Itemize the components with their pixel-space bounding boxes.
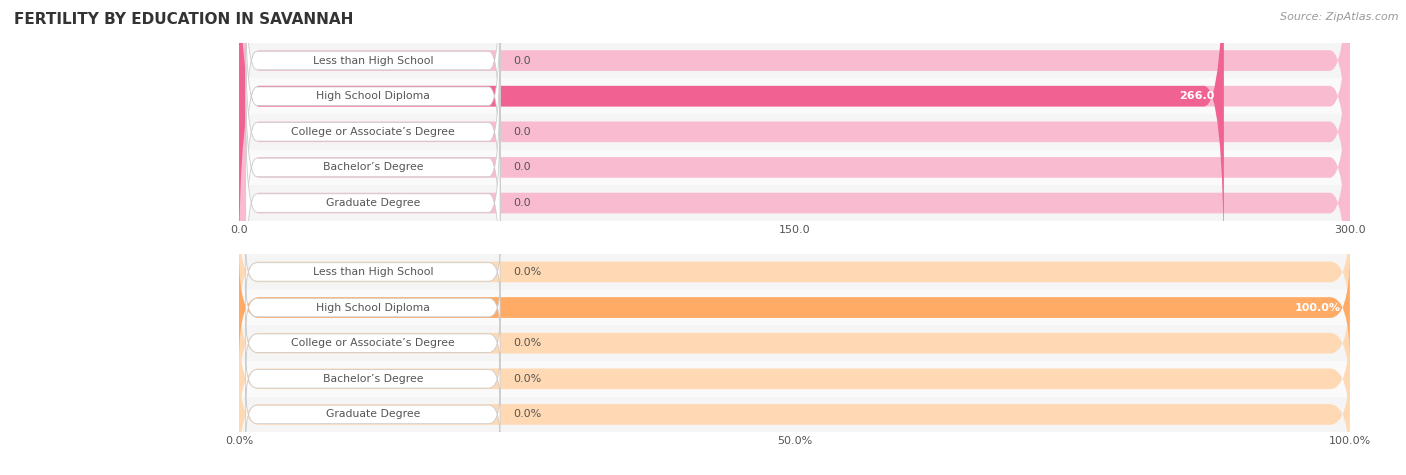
Text: 0.0: 0.0	[513, 162, 531, 172]
FancyBboxPatch shape	[246, 317, 501, 370]
Text: High School Diploma: High School Diploma	[316, 303, 430, 313]
FancyBboxPatch shape	[239, 361, 1350, 468]
Text: 0.0%: 0.0%	[513, 409, 541, 419]
FancyBboxPatch shape	[239, 289, 1350, 397]
Bar	[239, 397, 1350, 432]
FancyBboxPatch shape	[239, 0, 1223, 278]
Text: Less than High School: Less than High School	[312, 267, 433, 277]
Bar	[239, 43, 1350, 78]
FancyBboxPatch shape	[239, 254, 1350, 361]
Text: Source: ZipAtlas.com: Source: ZipAtlas.com	[1281, 12, 1399, 22]
FancyBboxPatch shape	[239, 218, 1350, 326]
Text: 0.0: 0.0	[513, 127, 531, 137]
Bar	[239, 290, 1350, 325]
FancyBboxPatch shape	[246, 70, 501, 265]
Bar	[239, 114, 1350, 150]
FancyBboxPatch shape	[246, 388, 501, 441]
Text: High School Diploma: High School Diploma	[316, 91, 430, 101]
Text: Graduate Degree: Graduate Degree	[326, 198, 420, 208]
Text: College or Associate’s Degree: College or Associate’s Degree	[291, 338, 454, 348]
FancyBboxPatch shape	[246, 352, 501, 405]
Text: 0.0: 0.0	[513, 56, 531, 66]
Text: FERTILITY BY EDUCATION IN SAVANNAH: FERTILITY BY EDUCATION IN SAVANNAH	[14, 12, 353, 27]
FancyBboxPatch shape	[239, 254, 1350, 361]
FancyBboxPatch shape	[239, 21, 1350, 385]
Text: College or Associate’s Degree: College or Associate’s Degree	[291, 127, 454, 137]
FancyBboxPatch shape	[246, 246, 501, 298]
FancyBboxPatch shape	[246, 0, 501, 194]
FancyBboxPatch shape	[239, 325, 1350, 433]
Text: 100.0%: 100.0%	[1295, 303, 1341, 313]
Text: 0.0%: 0.0%	[513, 374, 541, 384]
Text: 0.0: 0.0	[513, 198, 531, 208]
FancyBboxPatch shape	[239, 0, 1350, 350]
Text: Less than High School: Less than High School	[312, 56, 433, 66]
Text: 0.0%: 0.0%	[513, 338, 541, 348]
Text: Graduate Degree: Graduate Degree	[326, 409, 420, 419]
Text: Bachelor’s Degree: Bachelor’s Degree	[322, 162, 423, 172]
Bar	[239, 185, 1350, 221]
Text: 0.0%: 0.0%	[513, 267, 541, 277]
Bar	[239, 325, 1350, 361]
FancyBboxPatch shape	[246, 105, 501, 301]
FancyBboxPatch shape	[246, 0, 501, 158]
FancyBboxPatch shape	[239, 0, 1350, 243]
FancyBboxPatch shape	[246, 34, 501, 229]
Bar	[239, 78, 1350, 114]
FancyBboxPatch shape	[239, 0, 1350, 278]
Bar	[239, 361, 1350, 397]
Text: 266.0: 266.0	[1180, 91, 1215, 101]
Text: Bachelor’s Degree: Bachelor’s Degree	[322, 374, 423, 384]
Bar	[239, 150, 1350, 185]
FancyBboxPatch shape	[246, 281, 501, 334]
FancyBboxPatch shape	[239, 0, 1350, 314]
Bar	[239, 254, 1350, 290]
